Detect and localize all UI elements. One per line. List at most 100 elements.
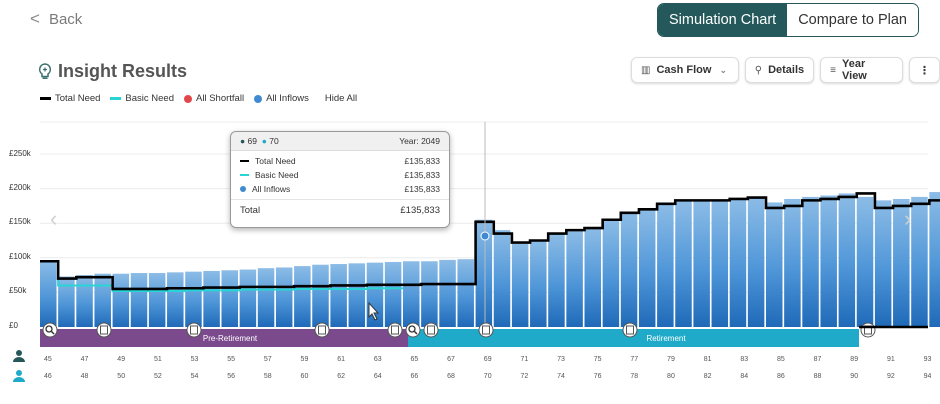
inflow-bar[interactable] [493, 230, 511, 327]
age-label: 48 [80, 373, 89, 380]
inflow-bar[interactable] [239, 269, 257, 327]
inflow-bar[interactable] [638, 209, 656, 327]
inflow-bar[interactable] [130, 273, 148, 327]
age-label: 67 [447, 356, 455, 363]
inflow-bar[interactable] [439, 259, 456, 327]
age-label: 54 [190, 373, 199, 380]
inflow-bar[interactable] [330, 264, 347, 327]
event-document-icon[interactable] [478, 322, 494, 338]
inflow-bar[interactable] [511, 243, 529, 327]
inflow-bar[interactable] [203, 270, 220, 327]
inflow-bar[interactable] [566, 230, 583, 327]
inflow-bar[interactable] [911, 196, 928, 327]
age-label: 50 [117, 373, 126, 380]
inflow-bar[interactable] [657, 203, 674, 327]
event-document-icon[interactable] [387, 322, 403, 338]
event-zoom-icon[interactable] [405, 322, 421, 338]
lightbulb-icon [38, 62, 52, 79]
inflow-bar[interactable] [112, 273, 130, 327]
chevron-left-icon: < [30, 9, 40, 28]
year-view-button[interactable]: ≡ Year View [820, 57, 903, 83]
inflow-bar[interactable] [185, 271, 202, 327]
compare-to-plan-button[interactable]: Compare to Plan [787, 4, 918, 36]
toolbar: ▥ Cash Flow ⌄ ⚲ Details ≡ Year View ⋮ [631, 57, 940, 83]
age-label: 90 [850, 373, 859, 380]
age-label: 69 [483, 356, 492, 363]
inflows-swatch [254, 94, 263, 103]
legend-all-shortfall[interactable]: All Shortfall [184, 93, 244, 104]
inflow-bar[interactable] [275, 267, 293, 327]
inflow-bar[interactable] [729, 198, 747, 327]
event-zoom-icon[interactable] [42, 322, 58, 338]
age-label: 91 [886, 356, 895, 363]
inflow-bar[interactable] [530, 240, 547, 328]
event-document-icon[interactable] [186, 322, 202, 338]
age-label: 71 [520, 356, 529, 363]
event-document-icon[interactable] [423, 322, 439, 338]
inflow-bar[interactable] [802, 196, 819, 327]
inflow-bar[interactable] [602, 219, 620, 327]
inflow-bars [40, 192, 940, 327]
event-markers[interactable] [42, 322, 876, 338]
inflow-bar[interactable] [40, 261, 57, 327]
cash-flow-dropdown[interactable]: ▥ Cash Flow ⌄ [631, 57, 739, 83]
inflow-bar[interactable] [58, 276, 75, 327]
inflow-bar[interactable] [893, 198, 910, 327]
hide-all-button[interactable]: Hide All [325, 93, 357, 104]
details-button[interactable]: ⚲ Details [744, 57, 815, 83]
inflow-bar[interactable] [312, 264, 329, 327]
person2-icon [13, 370, 25, 382]
event-document-icon[interactable] [622, 322, 638, 338]
list-icon: ≡ [830, 64, 836, 76]
inflow-bar[interactable] [820, 195, 837, 327]
basic-need-swatch [110, 97, 122, 100]
inflow-bar[interactable] [221, 270, 239, 327]
inflow-bar[interactable] [620, 212, 638, 327]
inflow-bar[interactable] [94, 273, 111, 327]
inflow-bar[interactable] [675, 200, 692, 327]
inflow-bar[interactable] [421, 261, 438, 327]
hide-all-label: Hide All [324, 93, 358, 104]
legend-basic-need[interactable]: Basic Need [110, 93, 174, 104]
inflow-bar[interactable] [747, 197, 765, 327]
inflow-bar[interactable] [294, 266, 311, 327]
back-link[interactable]: < Back [30, 9, 82, 29]
chevron-right-nav-icon[interactable]: › [904, 206, 912, 231]
inflow-bar[interactable] [148, 273, 166, 327]
age-label: 45 [44, 356, 52, 363]
chevron-left-nav-icon[interactable]: ‹ [50, 206, 58, 231]
inflow-bar[interactable] [76, 275, 93, 327]
inflow-bar[interactable] [856, 196, 874, 327]
age-label: 76 [593, 373, 602, 380]
inflow-bar[interactable] [929, 192, 940, 327]
inflow-bar[interactable] [257, 268, 275, 327]
inflow-bar[interactable] [384, 261, 402, 327]
inflow-bar[interactable] [584, 228, 602, 327]
age-label: 83 [740, 356, 749, 363]
event-document-icon[interactable] [860, 322, 876, 338]
legend-total-need[interactable]: Total Need [40, 93, 100, 104]
inflow-bar[interactable] [693, 200, 710, 327]
pre-retirement-label: Pre-Retirement [203, 334, 258, 343]
legend-all-inflows[interactable]: All Inflows [254, 93, 309, 104]
retirement-band[interactable] [408, 329, 859, 347]
event-document-icon[interactable] [96, 322, 112, 338]
inflow-bar[interactable] [874, 200, 892, 327]
inflow-bar[interactable] [838, 193, 856, 327]
inflow-bar[interactable] [167, 272, 184, 327]
inflow-bar[interactable] [784, 198, 801, 327]
inflow-bar[interactable] [475, 219, 493, 327]
inflow-bar[interactable] [766, 202, 783, 327]
age-label: 56 [227, 373, 236, 380]
inflow-bar[interactable] [403, 261, 420, 327]
inflow-bar[interactable] [711, 200, 729, 327]
inflow-bar[interactable] [457, 259, 474, 327]
event-document-icon[interactable] [314, 322, 330, 338]
details-label: Details [768, 64, 805, 76]
inflow-bar[interactable] [548, 233, 565, 327]
age-label: 82 [703, 373, 712, 380]
simulation-chart-button[interactable]: Simulation Chart [658, 4, 788, 36]
legend-all-inflows-label: All Inflows [266, 93, 309, 104]
inflow-bar[interactable] [348, 263, 366, 327]
